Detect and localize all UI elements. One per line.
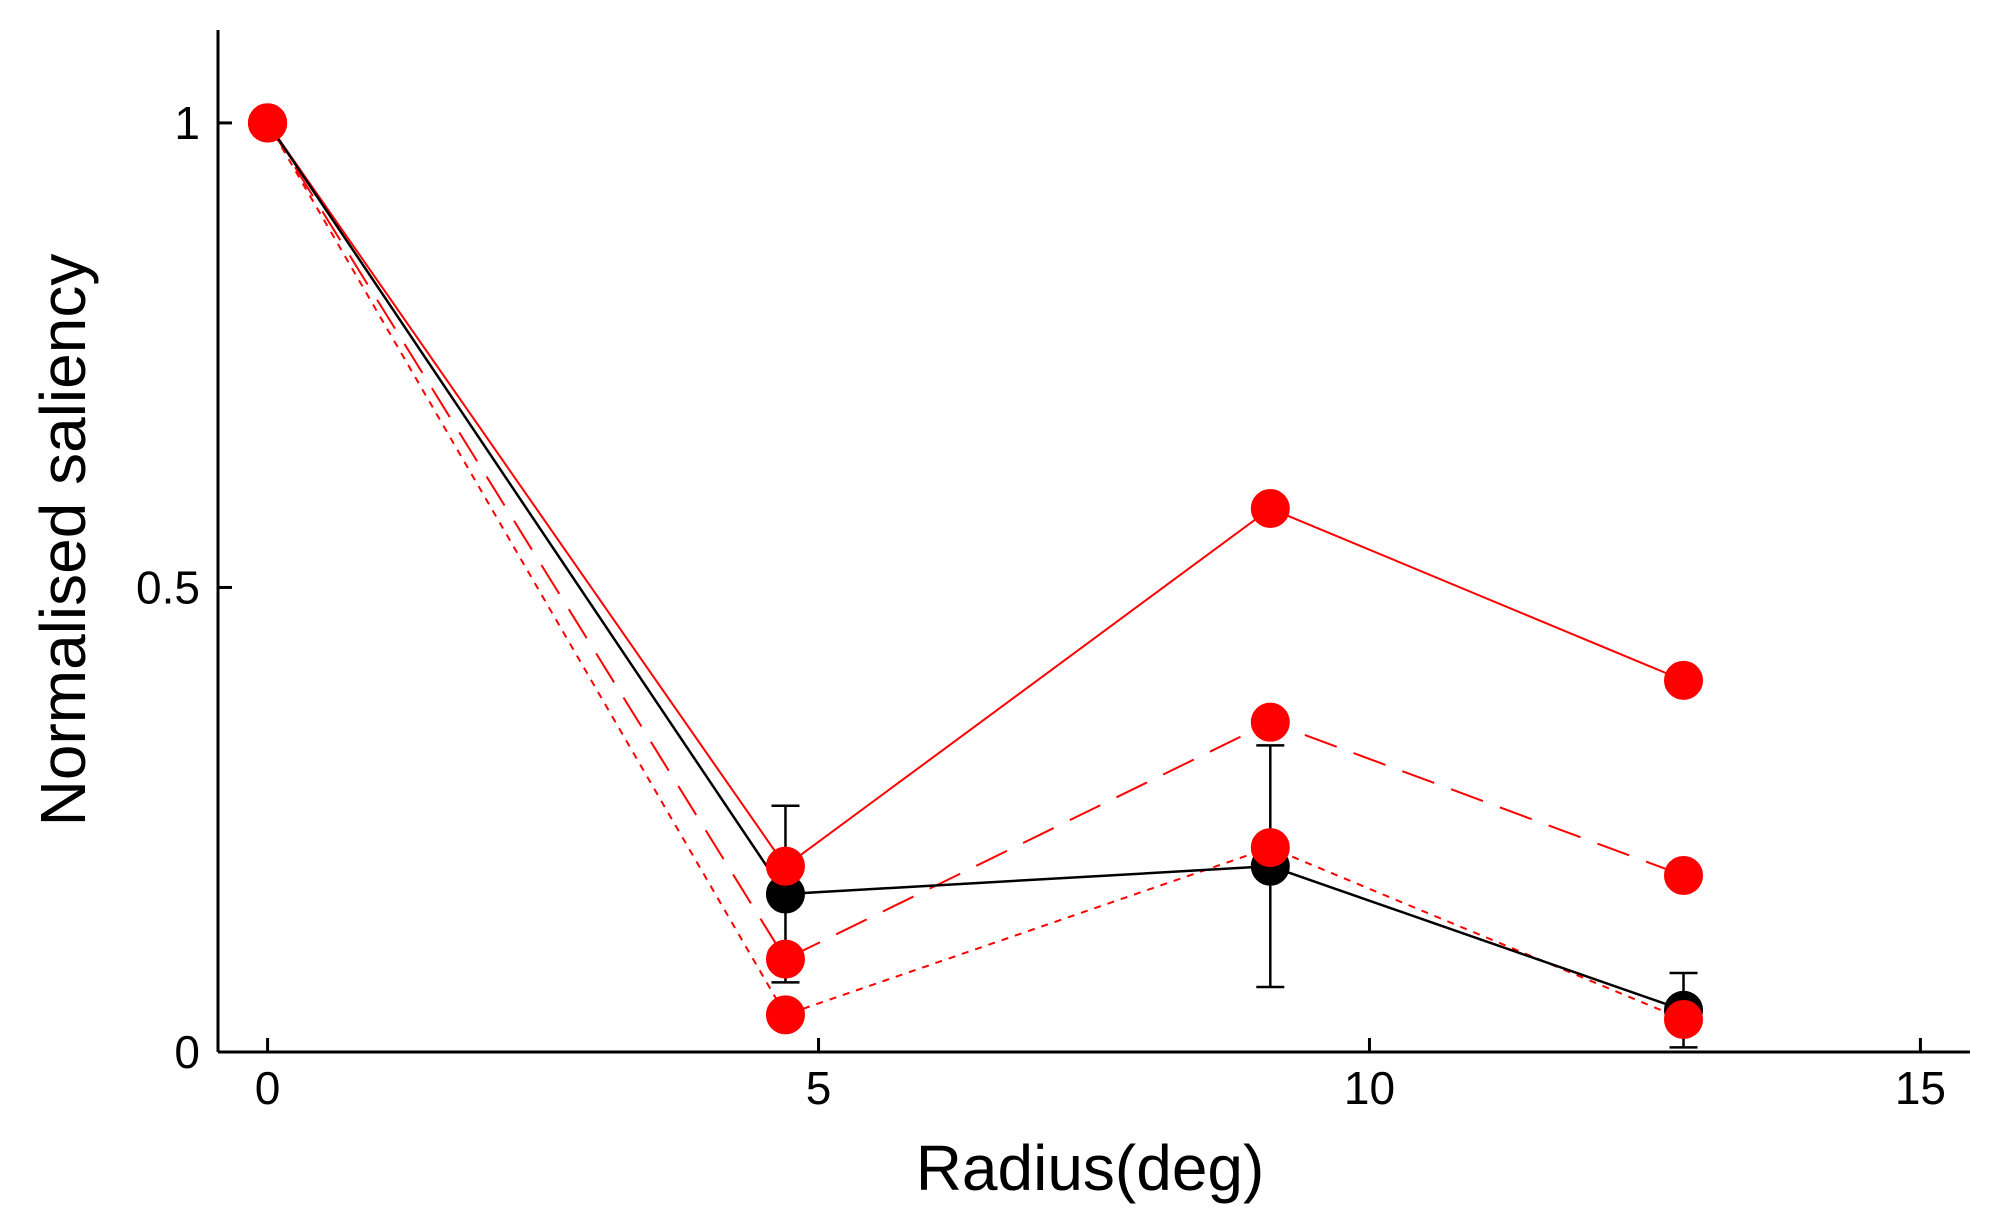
series-line [266, 122, 1684, 868]
data-point [248, 103, 288, 143]
data-point [765, 939, 805, 979]
data-point [1250, 702, 1290, 742]
series-layer [266, 122, 1698, 1049]
x-tick-label: 5 [806, 1062, 832, 1114]
series-line [266, 122, 1684, 1012]
x-tick-label: 15 [1895, 1062, 1946, 1114]
x-tick-label: 0 [255, 1062, 281, 1114]
x-axis-label: Radius(deg) [916, 1132, 1265, 1204]
data-point [1664, 999, 1704, 1039]
data-point [765, 995, 805, 1035]
series-line [266, 122, 1684, 1021]
series-line [266, 122, 1684, 961]
ticks: 0 5 10 15 0 0.5 1 [136, 97, 1946, 1114]
y-axis-label: Normalised saliency [27, 254, 99, 827]
data-point [765, 846, 805, 886]
data-point [1250, 828, 1290, 868]
y-tick-label: 0 [174, 1026, 200, 1078]
markers-layer [248, 103, 1704, 1039]
data-point [1664, 660, 1704, 700]
data-point [1250, 488, 1290, 528]
x-tick-label: 10 [1344, 1062, 1395, 1114]
axes [216, 30, 1970, 1054]
y-tick-label: 1 [174, 97, 200, 149]
y-tick-label: 0.5 [136, 561, 200, 613]
data-point [1664, 855, 1704, 895]
